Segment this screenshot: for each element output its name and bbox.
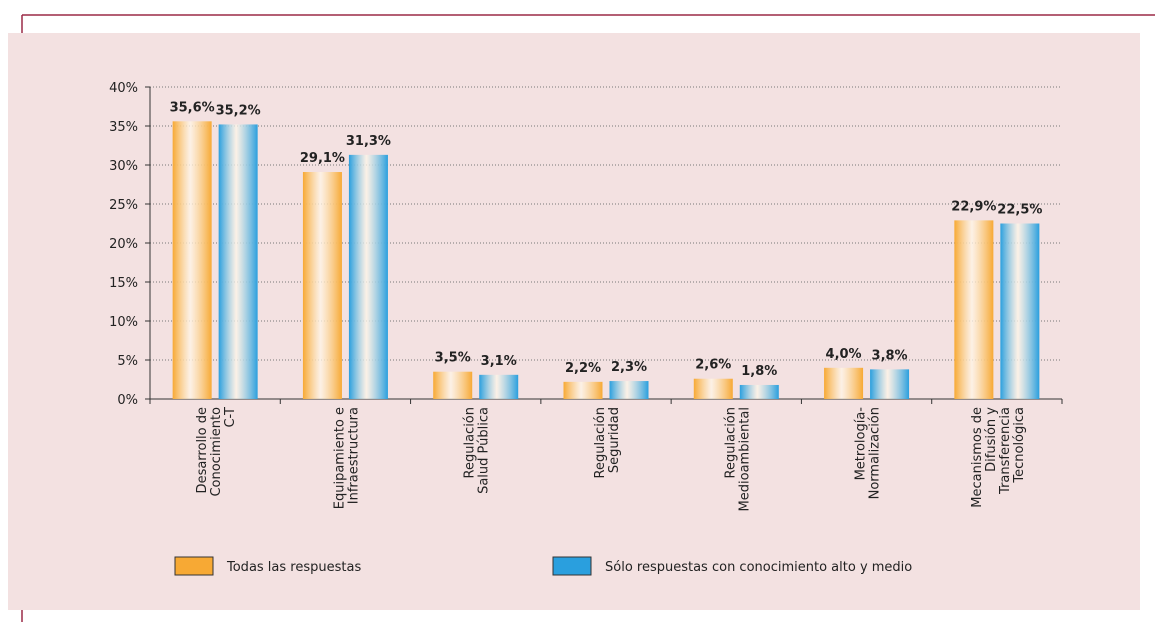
bar	[1000, 223, 1040, 399]
bar	[218, 124, 258, 399]
value-label: 35,2%	[216, 103, 261, 118]
bar	[693, 378, 733, 399]
x-tick-label-line: Metrología-	[854, 407, 869, 481]
bar	[302, 172, 342, 399]
legend-label: Todas las respuestas	[226, 560, 361, 575]
x-tick-label-line: Difusión y	[984, 407, 999, 472]
x-tick-label-line: Normalización	[868, 407, 883, 499]
value-label: 3,8%	[872, 348, 908, 363]
x-tick-label-line: C-T	[223, 407, 238, 428]
bar	[870, 369, 910, 399]
x-tick-label-line: Transferencia	[998, 407, 1013, 495]
legend-label: Sólo respuestas con conocimiento alto y …	[605, 560, 912, 575]
bar	[609, 381, 649, 399]
x-tick-label-line: Infraestructura	[346, 407, 361, 504]
x-tick-label: Mecanismos deDifusión yTransferenciaTecn…	[970, 407, 1027, 508]
legend-swatch	[174, 556, 214, 576]
bar	[954, 220, 994, 399]
x-tick-label: Equipamiento eInfraestructura	[332, 407, 361, 509]
bar	[563, 381, 603, 399]
value-label: 3,5%	[435, 351, 471, 366]
x-tick-label: Metrología-Normalización	[854, 407, 883, 500]
x-tick-label: RegulaciónSalud Pública	[463, 407, 492, 494]
y-tick-label: 40%	[109, 81, 138, 96]
x-tick-label-line: Tecnológica	[1012, 407, 1027, 484]
x-tick-label: RegulaciónSeguridad	[593, 407, 622, 478]
bar	[739, 384, 779, 399]
x-tick-label-line: Seguridad	[607, 407, 622, 473]
y-tick-label: 35%	[109, 120, 138, 135]
bar	[172, 121, 212, 399]
bar	[433, 371, 473, 399]
x-tick-label-line: Desarrollo de	[195, 407, 210, 493]
value-label: 2,6%	[695, 358, 731, 373]
legend-swatch	[552, 556, 592, 576]
value-label: 31,3%	[346, 134, 391, 149]
y-tick-label: 10%	[109, 315, 138, 330]
value-label: 1,8%	[741, 364, 777, 379]
y-tick-label: 25%	[109, 198, 138, 213]
x-tick-label-line: Equipamiento e	[332, 407, 347, 509]
value-label: 22,5%	[997, 203, 1042, 218]
y-tick-label: 15%	[109, 276, 138, 291]
x-tick-label-line: Regulación	[723, 407, 738, 478]
y-tick-label: 20%	[109, 237, 138, 252]
value-label: 2,2%	[565, 361, 601, 376]
value-label: 3,1%	[481, 354, 517, 369]
y-tick-label: 5%	[117, 354, 138, 369]
bar	[824, 367, 864, 399]
y-tick-label: 30%	[109, 159, 138, 174]
x-tick-label-line: Salud Pública	[477, 407, 492, 494]
x-tick-label: Desarrollo deConocimientoC-T	[195, 407, 238, 497]
value-label: 22,9%	[951, 199, 996, 214]
x-tick-label: RegulaciónMedioambiental	[723, 407, 752, 511]
x-tick-label-line: Mecanismos de	[970, 407, 985, 508]
value-label: 29,1%	[300, 151, 345, 166]
bar	[479, 374, 519, 399]
x-tick-label-line: Regulación	[463, 407, 478, 478]
value-label: 4,0%	[826, 347, 862, 362]
y-tick-label: 0%	[117, 393, 138, 408]
x-tick-label-line: Medioambiental	[737, 407, 752, 511]
value-label: 2,3%	[611, 360, 647, 375]
x-tick-label-line: Conocimiento	[209, 407, 224, 497]
bar	[348, 154, 388, 399]
x-tick-label-line: Regulación	[593, 407, 608, 478]
value-label: 35,6%	[170, 100, 215, 115]
